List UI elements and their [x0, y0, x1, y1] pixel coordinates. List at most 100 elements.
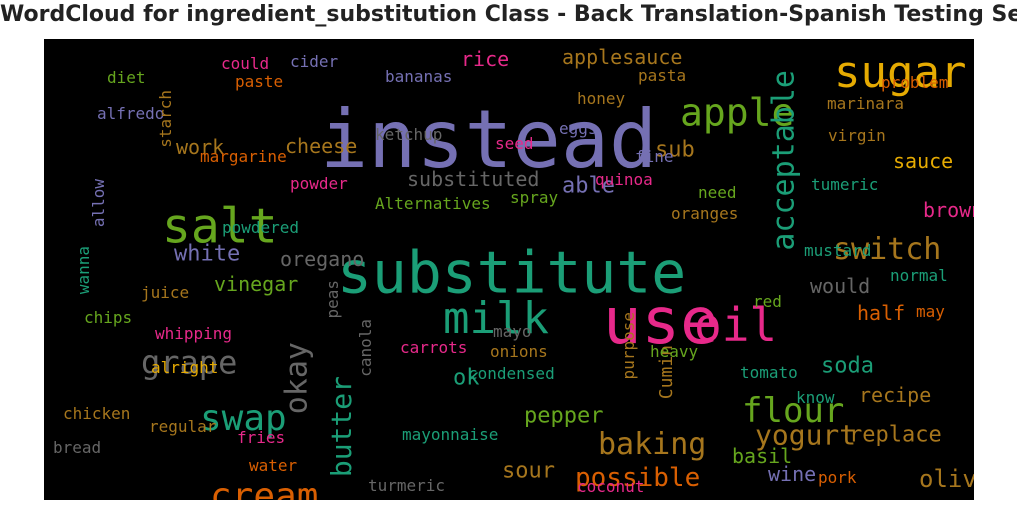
word-pepper: pepper [524, 404, 603, 429]
word-white: white [174, 242, 240, 267]
word-paste: paste [235, 72, 283, 91]
word-condensed: condensed [468, 364, 555, 383]
word-ketchup: ketchup [375, 125, 442, 144]
word-switch: switch [833, 232, 941, 267]
word-ok: ok [453, 366, 480, 391]
word-seed: seed [495, 134, 534, 153]
word-sugar: sugar [834, 47, 966, 98]
word-salt: salt [162, 198, 278, 254]
word-onions: onions [490, 342, 548, 361]
word-vinegar: vinegar [214, 272, 298, 296]
word-swap: swap [200, 398, 287, 439]
word-sour: sour [502, 459, 555, 484]
word-marinara: marinara [827, 94, 904, 113]
word-grape: grape [141, 344, 237, 382]
word-pork: pork [818, 468, 857, 487]
word-carrots: carrots [400, 338, 467, 357]
word-alternatives: Alternatives [375, 194, 491, 213]
chart-title: WordCloud for ingredient_substitution Cl… [0, 2, 1017, 27]
word-sauce: sauce [893, 149, 953, 173]
word-problem: problem [881, 73, 948, 92]
word-diet: diet [107, 68, 146, 87]
word-margarine: margarine [200, 147, 287, 166]
word-tomato: tomato [740, 363, 798, 382]
word-purpose: purpose [619, 312, 638, 379]
word-juice: juice [141, 283, 189, 302]
cloud-background [44, 39, 974, 500]
word-instead: instead [320, 93, 657, 186]
word-apple: apple [680, 90, 794, 134]
word-oregano: oregano [280, 247, 364, 271]
word-yogurt: yogurt [755, 418, 856, 451]
word-canola: canola [356, 319, 375, 377]
word-acceptable: acceptable [767, 70, 802, 251]
word-would: would [810, 274, 870, 298]
word-normal: normal [890, 266, 948, 285]
word-basil: basil [732, 444, 792, 468]
word-allow: allow [89, 179, 108, 228]
word-alright: alright [151, 358, 218, 377]
word-whipping: whipping [155, 324, 232, 343]
word-rice: rice [461, 47, 509, 71]
word-bread: bread [53, 438, 101, 457]
word-recipe: recipe [859, 383, 931, 407]
word-cider: cider [290, 52, 339, 71]
word-could: could [221, 54, 269, 73]
word-virgin: virgin [828, 126, 886, 145]
word-flour: flour [742, 391, 844, 431]
word-fries: fries [237, 428, 285, 447]
word-milk: milk [443, 293, 549, 344]
word-water: water [249, 456, 298, 475]
word-brown: brown [923, 198, 974, 222]
word-mayonnaise: mayonnaise [402, 425, 498, 444]
word-soda: soda [821, 354, 874, 379]
word-possible: possible [575, 463, 700, 493]
word-oil: oil [694, 298, 777, 352]
word-half: half [857, 301, 905, 325]
word-wanna: wanna [74, 246, 93, 294]
word-work: work [176, 135, 224, 159]
word-pasta: pasta [638, 66, 686, 85]
word-bananas: bananas [385, 67, 452, 86]
word-red: red [753, 292, 782, 311]
word-oranges: oranges [671, 204, 738, 223]
word-replace: replace [849, 423, 942, 448]
word-peas: peas [323, 280, 342, 319]
word-coconut: coconut [577, 477, 644, 496]
word-mayo: mayo [493, 322, 532, 341]
word-regular: regular [149, 417, 217, 436]
word-butter: butter [325, 376, 358, 477]
word-use: use [603, 285, 719, 359]
word-cumin: Cumin [656, 345, 677, 399]
word-powdered: powdered [222, 218, 299, 237]
word-honey: honey [577, 89, 626, 108]
word-substituted: substituted [407, 167, 539, 191]
word-tumeric: tumeric [811, 175, 878, 194]
word-need: need [698, 183, 737, 202]
word-cream: cream [210, 476, 318, 500]
word-applesauce: applesauce [562, 45, 682, 69]
word-heavy: heavy [650, 342, 699, 361]
word-substitute: substitute [337, 238, 686, 306]
word-baking: baking [598, 427, 706, 462]
word-eggs: eggs [559, 119, 598, 138]
word-alfredo: alfredo [97, 104, 164, 123]
word-know: know [796, 388, 835, 407]
word-spray: spray [510, 188, 559, 207]
word-able: able [562, 174, 615, 199]
word-turmeric: turmeric [368, 476, 445, 495]
word-starch: starch [156, 90, 175, 148]
word-mustard: mustard [804, 241, 871, 260]
word-cheese: cheese [285, 134, 357, 158]
word-quinoa: quinoa [595, 170, 653, 189]
word-powder: powder [290, 174, 348, 193]
word-may: may [916, 302, 945, 321]
word-wine: wine [768, 462, 816, 486]
word-fine: fine [635, 147, 674, 166]
word-sub: sub [655, 138, 695, 163]
word-olive: olive [919, 465, 974, 493]
word-chicken: chicken [63, 404, 130, 423]
word-chips: chips [84, 308, 132, 327]
word-okay: okay [280, 342, 315, 414]
